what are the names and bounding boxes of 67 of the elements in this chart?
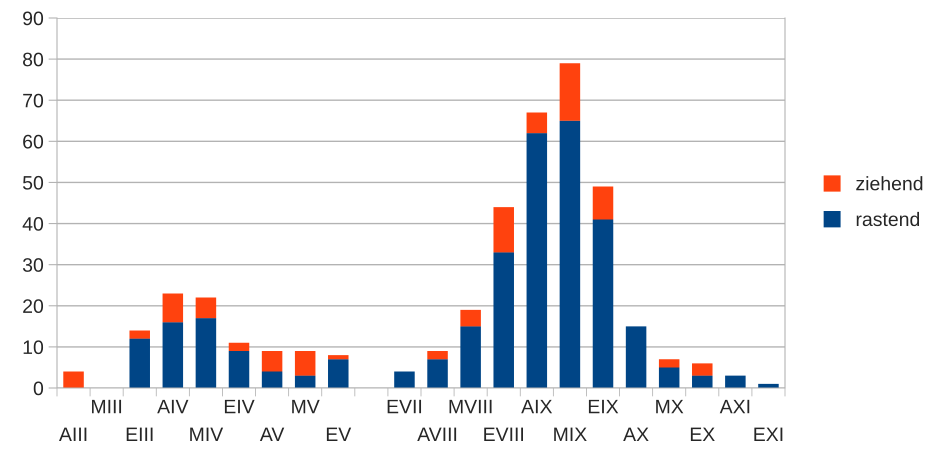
x-tick-label: EX xyxy=(690,428,715,441)
bar xyxy=(294,376,316,388)
bar xyxy=(592,219,614,388)
bar xyxy=(328,359,349,388)
bar xyxy=(162,293,184,322)
x-tick-label: MX xyxy=(656,400,684,414)
x-tick-label: EIII xyxy=(126,428,153,441)
bar xyxy=(129,338,150,388)
y-tick-label: 40 xyxy=(22,217,44,231)
bar xyxy=(328,355,349,360)
x-tick-label: MIII xyxy=(92,400,122,414)
bar xyxy=(63,372,84,388)
y-tick-label: 60 xyxy=(23,134,44,149)
bar xyxy=(692,363,713,376)
bar xyxy=(228,351,250,388)
bar xyxy=(460,326,481,388)
bar xyxy=(626,326,646,388)
x-tick-label: EV xyxy=(326,428,352,441)
bar xyxy=(592,186,614,220)
bar xyxy=(692,376,713,388)
bar xyxy=(427,351,448,360)
bar xyxy=(427,359,448,388)
y-tick-label: 10 xyxy=(24,340,44,354)
legend-label: ziehend xyxy=(856,176,922,190)
bar xyxy=(262,372,282,388)
y-tick-label: 50 xyxy=(22,176,44,190)
bar xyxy=(560,63,580,121)
x-tick-label: MV xyxy=(292,400,320,414)
bar xyxy=(493,207,514,252)
bar xyxy=(658,359,680,368)
y-tick-label: 70 xyxy=(23,94,44,108)
x-tick-label: AV xyxy=(260,428,284,441)
bar xyxy=(658,367,680,388)
bar xyxy=(526,112,548,134)
bar xyxy=(493,252,514,388)
x-tick-label: AVIII xyxy=(417,428,456,441)
bar xyxy=(725,376,746,388)
x-tick-label: AX xyxy=(623,428,649,441)
x-tick-label: MIX xyxy=(554,428,587,441)
x-tick-label: MIV xyxy=(190,428,224,441)
y-tick-label: 0 xyxy=(34,381,44,396)
x-tick-label: EVII xyxy=(388,400,422,414)
x-tick-label: AXI xyxy=(720,400,750,414)
bar xyxy=(228,342,250,351)
y-tick-label: 20 xyxy=(23,299,44,314)
x-tick-label: AIII xyxy=(58,428,86,441)
bar xyxy=(129,330,150,339)
x-tick-label: EXI xyxy=(754,428,782,441)
legend-label: rastend xyxy=(856,212,920,226)
y-tick-label: 90 xyxy=(23,11,44,26)
x-tick-label: MVIII xyxy=(450,400,492,414)
y-tick-label: 30 xyxy=(22,258,44,272)
bar xyxy=(196,318,216,388)
x-tick-label: EIX xyxy=(588,400,618,414)
y-tick-label: 80 xyxy=(23,52,44,66)
x-tick-label: EIV xyxy=(224,400,255,414)
bar xyxy=(294,351,316,376)
bar xyxy=(394,372,415,388)
bar xyxy=(526,133,548,388)
x-tick-label: AIV xyxy=(157,400,188,414)
bar xyxy=(262,351,282,372)
bar xyxy=(560,120,580,388)
x-tick-label: EVIII xyxy=(484,428,524,441)
bar xyxy=(196,298,216,318)
bar xyxy=(162,322,184,388)
bar xyxy=(460,310,481,326)
x-tick-label: AIX xyxy=(521,400,552,414)
